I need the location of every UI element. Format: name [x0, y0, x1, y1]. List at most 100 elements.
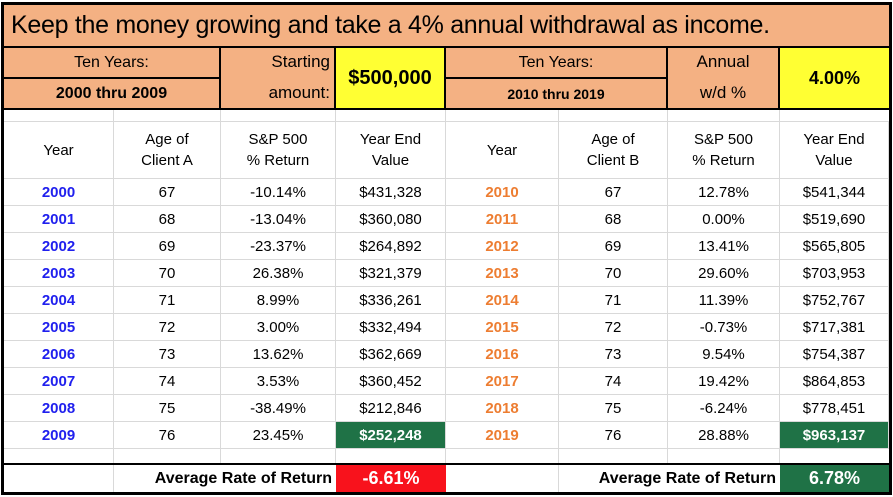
period-label-right-cell[interactable]: Ten Years:: [446, 48, 668, 79]
year-cell[interactable]: 2003: [4, 260, 114, 287]
year-cell[interactable]: 2009: [4, 422, 114, 449]
value-cell[interactable]: $332,494: [336, 314, 446, 341]
return-cell[interactable]: -6.24%: [668, 395, 780, 422]
return-cell[interactable]: 28.88%: [668, 422, 780, 449]
age-cell[interactable]: 67: [114, 179, 221, 206]
average-row-spacer-left[interactable]: [4, 465, 114, 492]
age-cell[interactable]: 71: [559, 287, 668, 314]
age-cell[interactable]: 69: [114, 233, 221, 260]
year-cell[interactable]: 2001: [4, 206, 114, 233]
age-cell[interactable]: 74: [114, 368, 221, 395]
value-cell[interactable]: $336,261: [336, 287, 446, 314]
return-cell[interactable]: 23.45%: [221, 422, 336, 449]
return-cell[interactable]: 3.53%: [221, 368, 336, 395]
year-cell[interactable]: 2008: [4, 395, 114, 422]
value-cell[interactable]: $252,248: [336, 422, 446, 449]
age-cell[interactable]: 76: [559, 422, 668, 449]
return-cell[interactable]: -0.73%: [668, 314, 780, 341]
value-cell[interactable]: $754,387: [780, 341, 889, 368]
return-cell[interactable]: 26.38%: [221, 260, 336, 287]
return-cell[interactable]: 9.54%: [668, 341, 780, 368]
value-cell[interactable]: $519,690: [780, 206, 889, 233]
return-cell[interactable]: 13.41%: [668, 233, 780, 260]
period-label-left-cell[interactable]: Ten Years:: [4, 48, 221, 79]
age-cell[interactable]: 73: [559, 341, 668, 368]
annual-wd-label-cell[interactable]: Annual w/d %: [668, 48, 780, 110]
value-cell[interactable]: $778,451: [780, 395, 889, 422]
value-cell[interactable]: $321,379: [336, 260, 446, 287]
value-cell[interactable]: $362,669: [336, 341, 446, 368]
col-header-year-b[interactable]: Year: [446, 122, 559, 179]
age-cell[interactable]: 70: [114, 260, 221, 287]
value-cell[interactable]: $264,892: [336, 233, 446, 260]
year-cell[interactable]: 2016: [446, 341, 559, 368]
period-range-right-cell[interactable]: 2010 thru 2019: [446, 79, 668, 110]
age-cell[interactable]: 73: [114, 341, 221, 368]
return-cell[interactable]: 8.99%: [221, 287, 336, 314]
title-cell[interactable]: Keep the money growing and take a 4% ann…: [4, 5, 889, 48]
year-cell[interactable]: 2018: [446, 395, 559, 422]
year-cell[interactable]: 2006: [4, 341, 114, 368]
return-cell[interactable]: 3.00%: [221, 314, 336, 341]
value-cell[interactable]: $431,328: [336, 179, 446, 206]
year-cell[interactable]: 2011: [446, 206, 559, 233]
age-cell[interactable]: 68: [114, 206, 221, 233]
average-value-left-cell[interactable]: -6.61%: [336, 465, 446, 492]
return-cell[interactable]: -23.37%: [221, 233, 336, 260]
year-cell[interactable]: 2000: [4, 179, 114, 206]
return-cell[interactable]: 29.60%: [668, 260, 780, 287]
value-cell[interactable]: $360,080: [336, 206, 446, 233]
col-header-value-a[interactable]: Year End Value: [336, 122, 446, 179]
age-cell[interactable]: 71: [114, 287, 221, 314]
age-cell[interactable]: 75: [114, 395, 221, 422]
year-cell[interactable]: 2002: [4, 233, 114, 260]
age-cell[interactable]: 70: [559, 260, 668, 287]
average-label-right-cell[interactable]: Average Rate of Return: [598, 469, 776, 487]
return-cell[interactable]: 12.78%: [668, 179, 780, 206]
year-cell[interactable]: 2014: [446, 287, 559, 314]
average-label-left-cell[interactable]: Average Rate of Return: [154, 469, 332, 487]
average-row-spacer-right[interactable]: [446, 465, 559, 492]
age-cell[interactable]: 69: [559, 233, 668, 260]
period-range-left-cell[interactable]: 2000 thru 2009: [4, 79, 221, 110]
year-cell[interactable]: 2004: [4, 287, 114, 314]
return-cell[interactable]: 19.42%: [668, 368, 780, 395]
return-cell[interactable]: 0.00%: [668, 206, 780, 233]
return-cell[interactable]: -38.49%: [221, 395, 336, 422]
year-cell[interactable]: 2013: [446, 260, 559, 287]
return-cell[interactable]: 13.62%: [221, 341, 336, 368]
value-cell[interactable]: $360,452: [336, 368, 446, 395]
value-cell[interactable]: $864,853: [780, 368, 889, 395]
return-cell[interactable]: -13.04%: [221, 206, 336, 233]
col-header-value-b[interactable]: Year End Value: [780, 122, 889, 179]
year-cell[interactable]: 2015: [446, 314, 559, 341]
year-cell[interactable]: 2012: [446, 233, 559, 260]
year-cell[interactable]: 2007: [4, 368, 114, 395]
year-cell[interactable]: 2010: [446, 179, 559, 206]
age-cell[interactable]: 75: [559, 395, 668, 422]
value-cell[interactable]: $752,767: [780, 287, 889, 314]
age-cell[interactable]: 74: [559, 368, 668, 395]
age-cell[interactable]: 68: [559, 206, 668, 233]
col-header-age-a[interactable]: Age of Client A: [114, 122, 221, 179]
average-value-right-cell[interactable]: 6.78%: [780, 465, 889, 492]
age-cell[interactable]: 72: [114, 314, 221, 341]
return-cell[interactable]: -10.14%: [221, 179, 336, 206]
value-cell[interactable]: $541,344: [780, 179, 889, 206]
value-cell[interactable]: $565,805: [780, 233, 889, 260]
age-cell[interactable]: 76: [114, 422, 221, 449]
col-header-return-a[interactable]: S&P 500 % Return: [221, 122, 336, 179]
value-cell[interactable]: $717,381: [780, 314, 889, 341]
starting-amount-value-cell[interactable]: $500,000: [336, 48, 446, 110]
value-cell[interactable]: $703,953: [780, 260, 889, 287]
year-cell[interactable]: 2019: [446, 422, 559, 449]
col-header-return-b[interactable]: S&P 500 % Return: [668, 122, 780, 179]
return-cell[interactable]: 11.39%: [668, 287, 780, 314]
age-cell[interactable]: 67: [559, 179, 668, 206]
col-header-year-a[interactable]: Year: [4, 122, 114, 179]
year-cell[interactable]: 2005: [4, 314, 114, 341]
value-cell[interactable]: $963,137: [780, 422, 889, 449]
col-header-age-b[interactable]: Age of Client B: [559, 122, 668, 179]
annual-wd-value-cell[interactable]: 4.00%: [780, 48, 889, 110]
value-cell[interactable]: $212,846: [336, 395, 446, 422]
